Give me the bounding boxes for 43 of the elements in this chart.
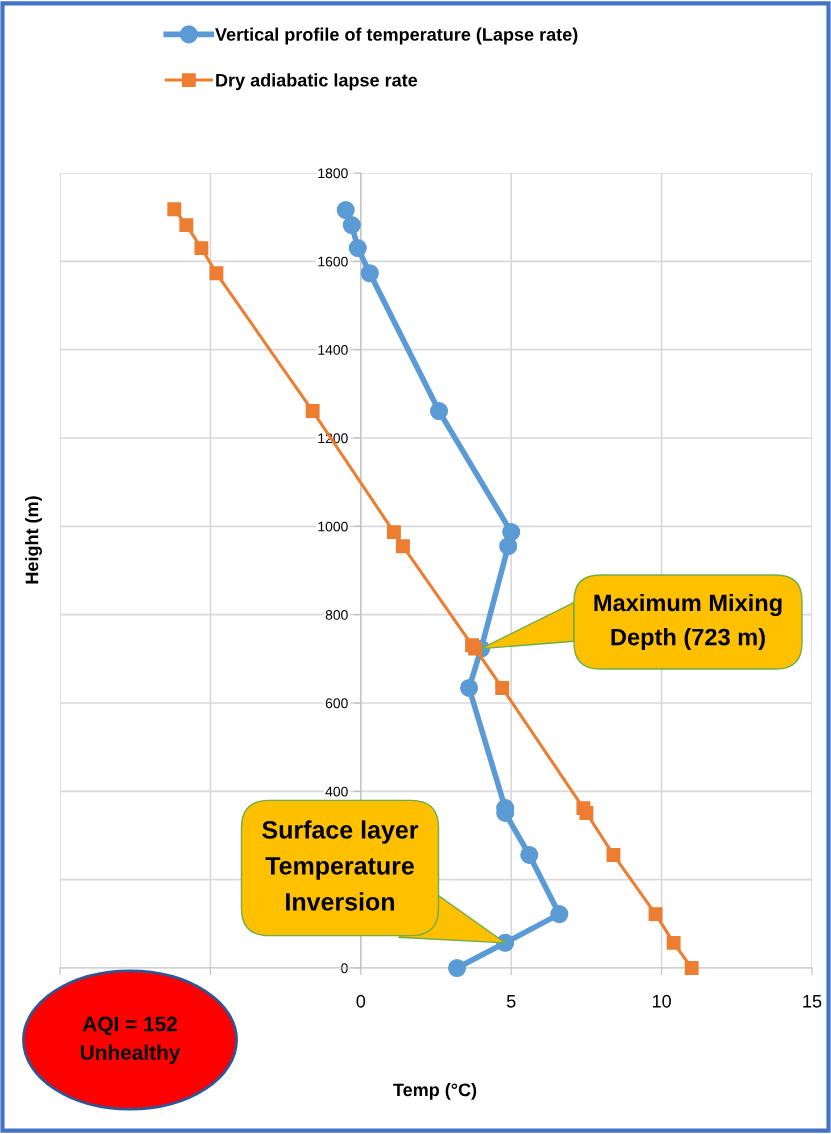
y-tick-label: 0 [341,963,348,974]
point [684,961,699,975]
legend-label: Vertical profile of temperature (Lapse rate) [215,27,578,45]
point [502,523,521,542]
legend-label: Dry adiabatic lapse rate [216,73,418,91]
y-axis-title: Height (m) [25,496,42,584]
point [167,202,182,217]
x-axis-title: Temp (°C) [393,1083,477,1100]
y-tick-label: 400 [325,786,348,797]
x-tick-label: 10 [652,994,671,1008]
point [348,239,367,258]
point [342,216,361,235]
point [499,537,518,556]
point [336,201,355,220]
annotation: Surface layer Temperature Inversion [262,820,419,911]
point [460,678,479,698]
point [550,905,569,924]
point [395,539,410,554]
y-tick-label: 1600 [318,256,348,267]
point [579,806,594,820]
point [648,907,663,922]
point [194,241,209,256]
point [386,525,401,540]
point [606,847,621,862]
y-tick-label: 1400 [318,345,348,355]
x-tick-label: 15 [803,995,822,1008]
x-tick-label: 0 [356,994,366,1008]
point [209,266,224,281]
annotation: Maximum Mixing Depth (723 m) [594,593,782,651]
y-tick-label: 600 [325,698,348,709]
point [520,845,539,864]
y-tick-label: 1800 [318,168,348,179]
point [305,404,320,419]
point [666,935,681,950]
y-tick-label: 1000 [318,521,348,532]
point [448,958,467,978]
y-tick-label: 800 [325,610,348,620]
point [360,264,379,283]
point [179,218,194,233]
text: AQI = 152 Unhealthy [80,1016,181,1064]
point [429,402,449,421]
x-tick-label: 5 [506,995,516,1008]
point [495,681,510,695]
